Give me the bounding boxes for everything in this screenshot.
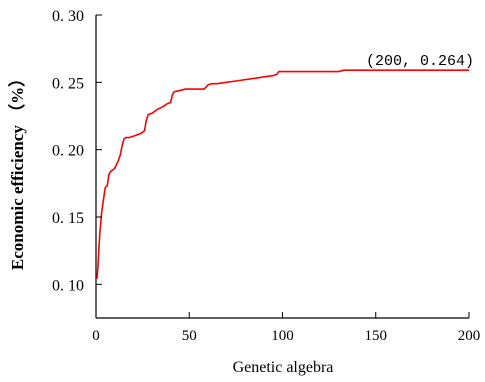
y-tick-label: 0. 15: [52, 210, 84, 227]
y-axis-ticks: 0. 10 0. 15 0. 20 0. 25 0. 30: [52, 8, 102, 294]
x-tick-label: 200: [458, 328, 481, 344]
y-tick-label: 0. 30: [52, 8, 84, 25]
y-axis-title: Economic efficiency （%）: [7, 70, 27, 270]
x-tick-label: 150: [365, 328, 388, 344]
endpoint-annotation: (200, 0.264): [366, 53, 474, 70]
x-tick-label: 100: [271, 328, 294, 344]
x-axis-ticks: 0 50 100 150 200: [92, 312, 480, 344]
y-tick-label: 0. 25: [52, 75, 84, 92]
x-tick-label: 50: [182, 328, 197, 344]
x-axis-title: Genetic algebra: [233, 359, 334, 376]
y-tick-label: 0. 10: [52, 277, 84, 294]
x-tick-label: 0: [92, 328, 100, 344]
series-layer: [96, 69, 469, 280]
y-tick-label: 0. 20: [52, 143, 84, 160]
series-line-0: [96, 69, 469, 280]
